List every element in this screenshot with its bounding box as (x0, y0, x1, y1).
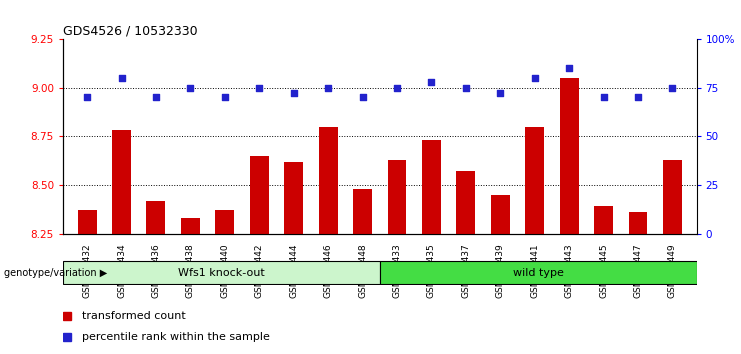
Bar (181, 218, 200, 234)
Point (494, 91, 506, 96)
Bar (388, 160, 407, 234)
Bar (525, 126, 544, 234)
Point (563, 65, 575, 71)
Bar (456, 171, 475, 234)
Point (219, 95, 230, 100)
Point (666, 85, 678, 90)
Point (632, 95, 644, 100)
Bar (250, 156, 269, 234)
Text: percentile rank within the sample: percentile rank within the sample (82, 332, 270, 342)
Point (253, 85, 265, 90)
Bar (216, 210, 234, 234)
Point (460, 85, 472, 90)
Bar (491, 195, 510, 234)
Text: GDS4526 / 10532330: GDS4526 / 10532330 (63, 25, 198, 38)
Bar (285, 162, 303, 234)
Bar (319, 126, 338, 234)
FancyBboxPatch shape (379, 261, 697, 284)
Point (425, 79, 437, 85)
Point (150, 95, 162, 100)
Point (529, 75, 541, 81)
Point (322, 85, 334, 90)
Bar (353, 189, 372, 234)
Point (185, 85, 196, 90)
Bar (628, 212, 648, 234)
Bar (147, 201, 165, 234)
Point (288, 91, 299, 96)
Point (356, 95, 368, 100)
Point (82, 95, 93, 100)
Text: transformed count: transformed count (82, 310, 185, 321)
Point (391, 85, 403, 90)
FancyBboxPatch shape (63, 261, 379, 284)
Text: wild type: wild type (513, 268, 564, 278)
Point (598, 95, 610, 100)
Bar (559, 78, 579, 234)
Bar (78, 210, 96, 234)
Point (116, 75, 127, 81)
Text: genotype/variation ▶: genotype/variation ▶ (4, 268, 107, 278)
Bar (112, 131, 131, 234)
Bar (663, 160, 682, 234)
Text: Wfs1 knock-out: Wfs1 knock-out (178, 268, 265, 278)
Bar (594, 206, 613, 234)
Bar (422, 140, 441, 234)
